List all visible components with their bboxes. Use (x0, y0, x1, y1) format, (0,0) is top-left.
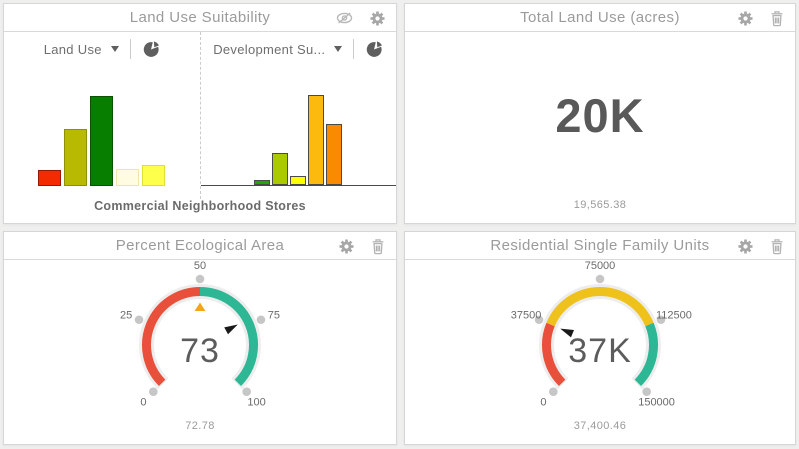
bar (64, 129, 88, 186)
gauge-tick-dot (256, 315, 266, 325)
panel-body: 20K 19,565.38 (405, 32, 795, 223)
gauge-percent-ecological: 0 25 50 75 100 73 (120, 260, 280, 409)
mini-chart-land-use: Land Use (4, 32, 200, 199)
panel-header: Land Use Suitability (4, 4, 396, 32)
gauge-tick-label: 75000 (585, 260, 616, 272)
gauge-tick-dot (195, 274, 205, 284)
gear-icon[interactable] (737, 238, 754, 255)
gauge-tick-dot (242, 387, 251, 396)
gauge-arc-segment (199, 287, 258, 387)
panel-land-use-suitability: Land Use Suitability (3, 3, 397, 224)
selector-label: Land Use (43, 41, 102, 57)
bar (326, 124, 343, 185)
panel-title: Land Use Suitability (129, 9, 271, 26)
gauge-value: 37K (568, 332, 632, 370)
indicator-footer-value: 19,565.38 (573, 199, 627, 211)
visibility-off-icon[interactable] (335, 10, 354, 26)
land-use-selector[interactable]: Land Use (44, 42, 119, 57)
bar-chart-development-suitability (200, 80, 396, 186)
bar (90, 96, 114, 186)
gauge-tick-dot (534, 315, 544, 325)
gauge-tick-label: 25 (120, 309, 132, 321)
header-icon-group (338, 232, 386, 260)
chart-toolbar: Development Su... (201, 32, 397, 66)
chart-toolbar: Land Use (4, 32, 200, 66)
panel-header: Percent Ecological Area (4, 232, 396, 260)
gear-icon[interactable] (338, 238, 355, 255)
panel-header: Residential Single Family Units (405, 232, 795, 260)
mini-charts-row: Land Use (4, 32, 396, 199)
gauge-footer-value: 37,400.46 (573, 420, 627, 432)
panel-title: Residential Single Family Units (490, 237, 710, 254)
gauge-tick-label: 50 (194, 260, 206, 272)
gauge-tick-dot (656, 315, 666, 325)
gauge-tick-dot (595, 274, 605, 284)
trash-icon[interactable] (769, 238, 785, 255)
chevron-down-icon (110, 46, 119, 52)
chevron-down-icon (334, 46, 343, 52)
gauge-tick-label: 0 (140, 397, 146, 409)
panel-percent-ecological-area: Percent Ecological Area (3, 231, 397, 445)
gauge-footer-value: 72.78 (185, 420, 215, 432)
gauge-needle (224, 324, 238, 335)
mini-chart-development-suitability: Development Su... (199, 32, 397, 199)
gear-icon[interactable] (369, 10, 386, 27)
bar (290, 176, 307, 185)
panel-title: Total Land Use (acres) (520, 9, 680, 26)
gauge-tick-label: 0 (540, 397, 546, 409)
gauge-arc-segment (142, 287, 201, 387)
bar-chart-land-use (4, 80, 200, 186)
gauge-tick-dot (642, 387, 651, 396)
bar (254, 180, 271, 185)
gauge-tick-dot (134, 315, 144, 325)
bar (116, 169, 140, 186)
gauge-needle (560, 328, 574, 338)
pie-chart-icon[interactable] (365, 40, 383, 58)
gauge-residential-units: 0 37500 75000 112500 150000 37K (511, 260, 692, 409)
bar (272, 153, 289, 185)
panel-body: 0 37500 75000 112500 150000 37K 37,400.46 (405, 260, 795, 444)
bar (38, 170, 62, 186)
gauge-tick-label: 37500 (511, 309, 542, 321)
gauge-arc-segment (542, 322, 566, 387)
indicator-wrap: 20K (405, 32, 795, 199)
panel-residential-single-family-units: Residential Single Family Units (404, 231, 796, 445)
pie-chart-icon[interactable] (142, 40, 160, 58)
panel-total-land-use: Total Land Use (acres) (404, 3, 796, 224)
development-suitability-selector[interactable]: Development Su... (213, 41, 343, 57)
bar (142, 165, 166, 186)
toolbar-divider (353, 39, 355, 59)
header-icon-group (737, 4, 785, 32)
panel-body: 0 25 50 75 100 73 72.78 (4, 260, 396, 444)
gauge-tick-dot (149, 387, 158, 396)
bar (308, 95, 325, 185)
gauge-tick-label: 100 (247, 397, 265, 409)
panel-body: Land Use (4, 32, 396, 223)
header-icon-group (335, 4, 386, 32)
gear-icon[interactable] (737, 10, 754, 27)
indicator-value: 20K (555, 89, 645, 142)
toolbar-divider (129, 39, 131, 59)
gauge-arc-segment (634, 322, 658, 387)
chart-caption: Commercial Neighborhood Stores (94, 199, 306, 213)
gauge-tick-label: 150000 (638, 397, 675, 409)
trash-icon[interactable] (769, 10, 785, 27)
gauge-threshold-marker (194, 302, 206, 311)
gauge-tick-dot (549, 387, 558, 396)
panel-header: Total Land Use (acres) (405, 4, 795, 32)
selector-label: Development Su... (213, 41, 326, 57)
panel-title: Percent Ecological Area (115, 237, 285, 254)
gauge-tick-label: 112500 (656, 309, 692, 321)
gauge-arc-segment (546, 287, 654, 327)
gauge-value: 73 (180, 332, 220, 370)
gauge-tick-label: 75 (268, 309, 280, 321)
header-icon-group (737, 232, 785, 260)
trash-icon[interactable] (370, 238, 386, 255)
